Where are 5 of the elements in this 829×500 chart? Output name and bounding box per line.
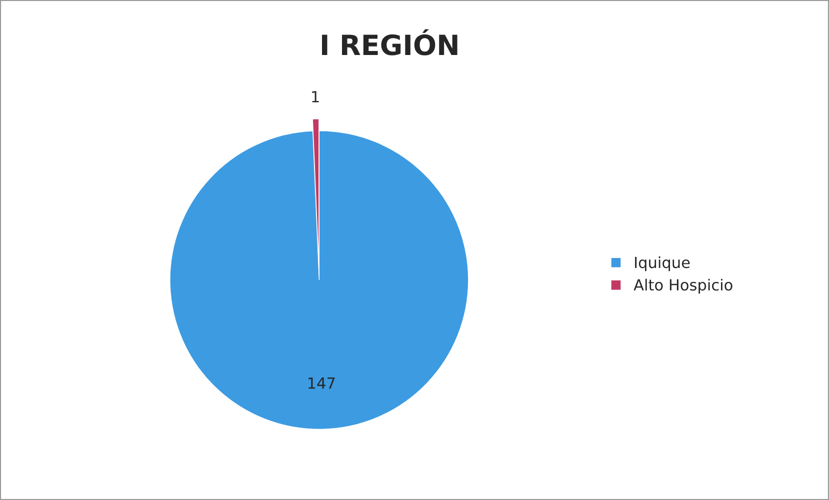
legend-label: Iquique [635, 256, 690, 272]
data-label: 1 [312, 91, 319, 102]
legend-label: Alto Hospicio [634, 278, 732, 294]
data-label: 147 [308, 378, 335, 389]
chart-title: I REGIÓN [322, 29, 458, 56]
